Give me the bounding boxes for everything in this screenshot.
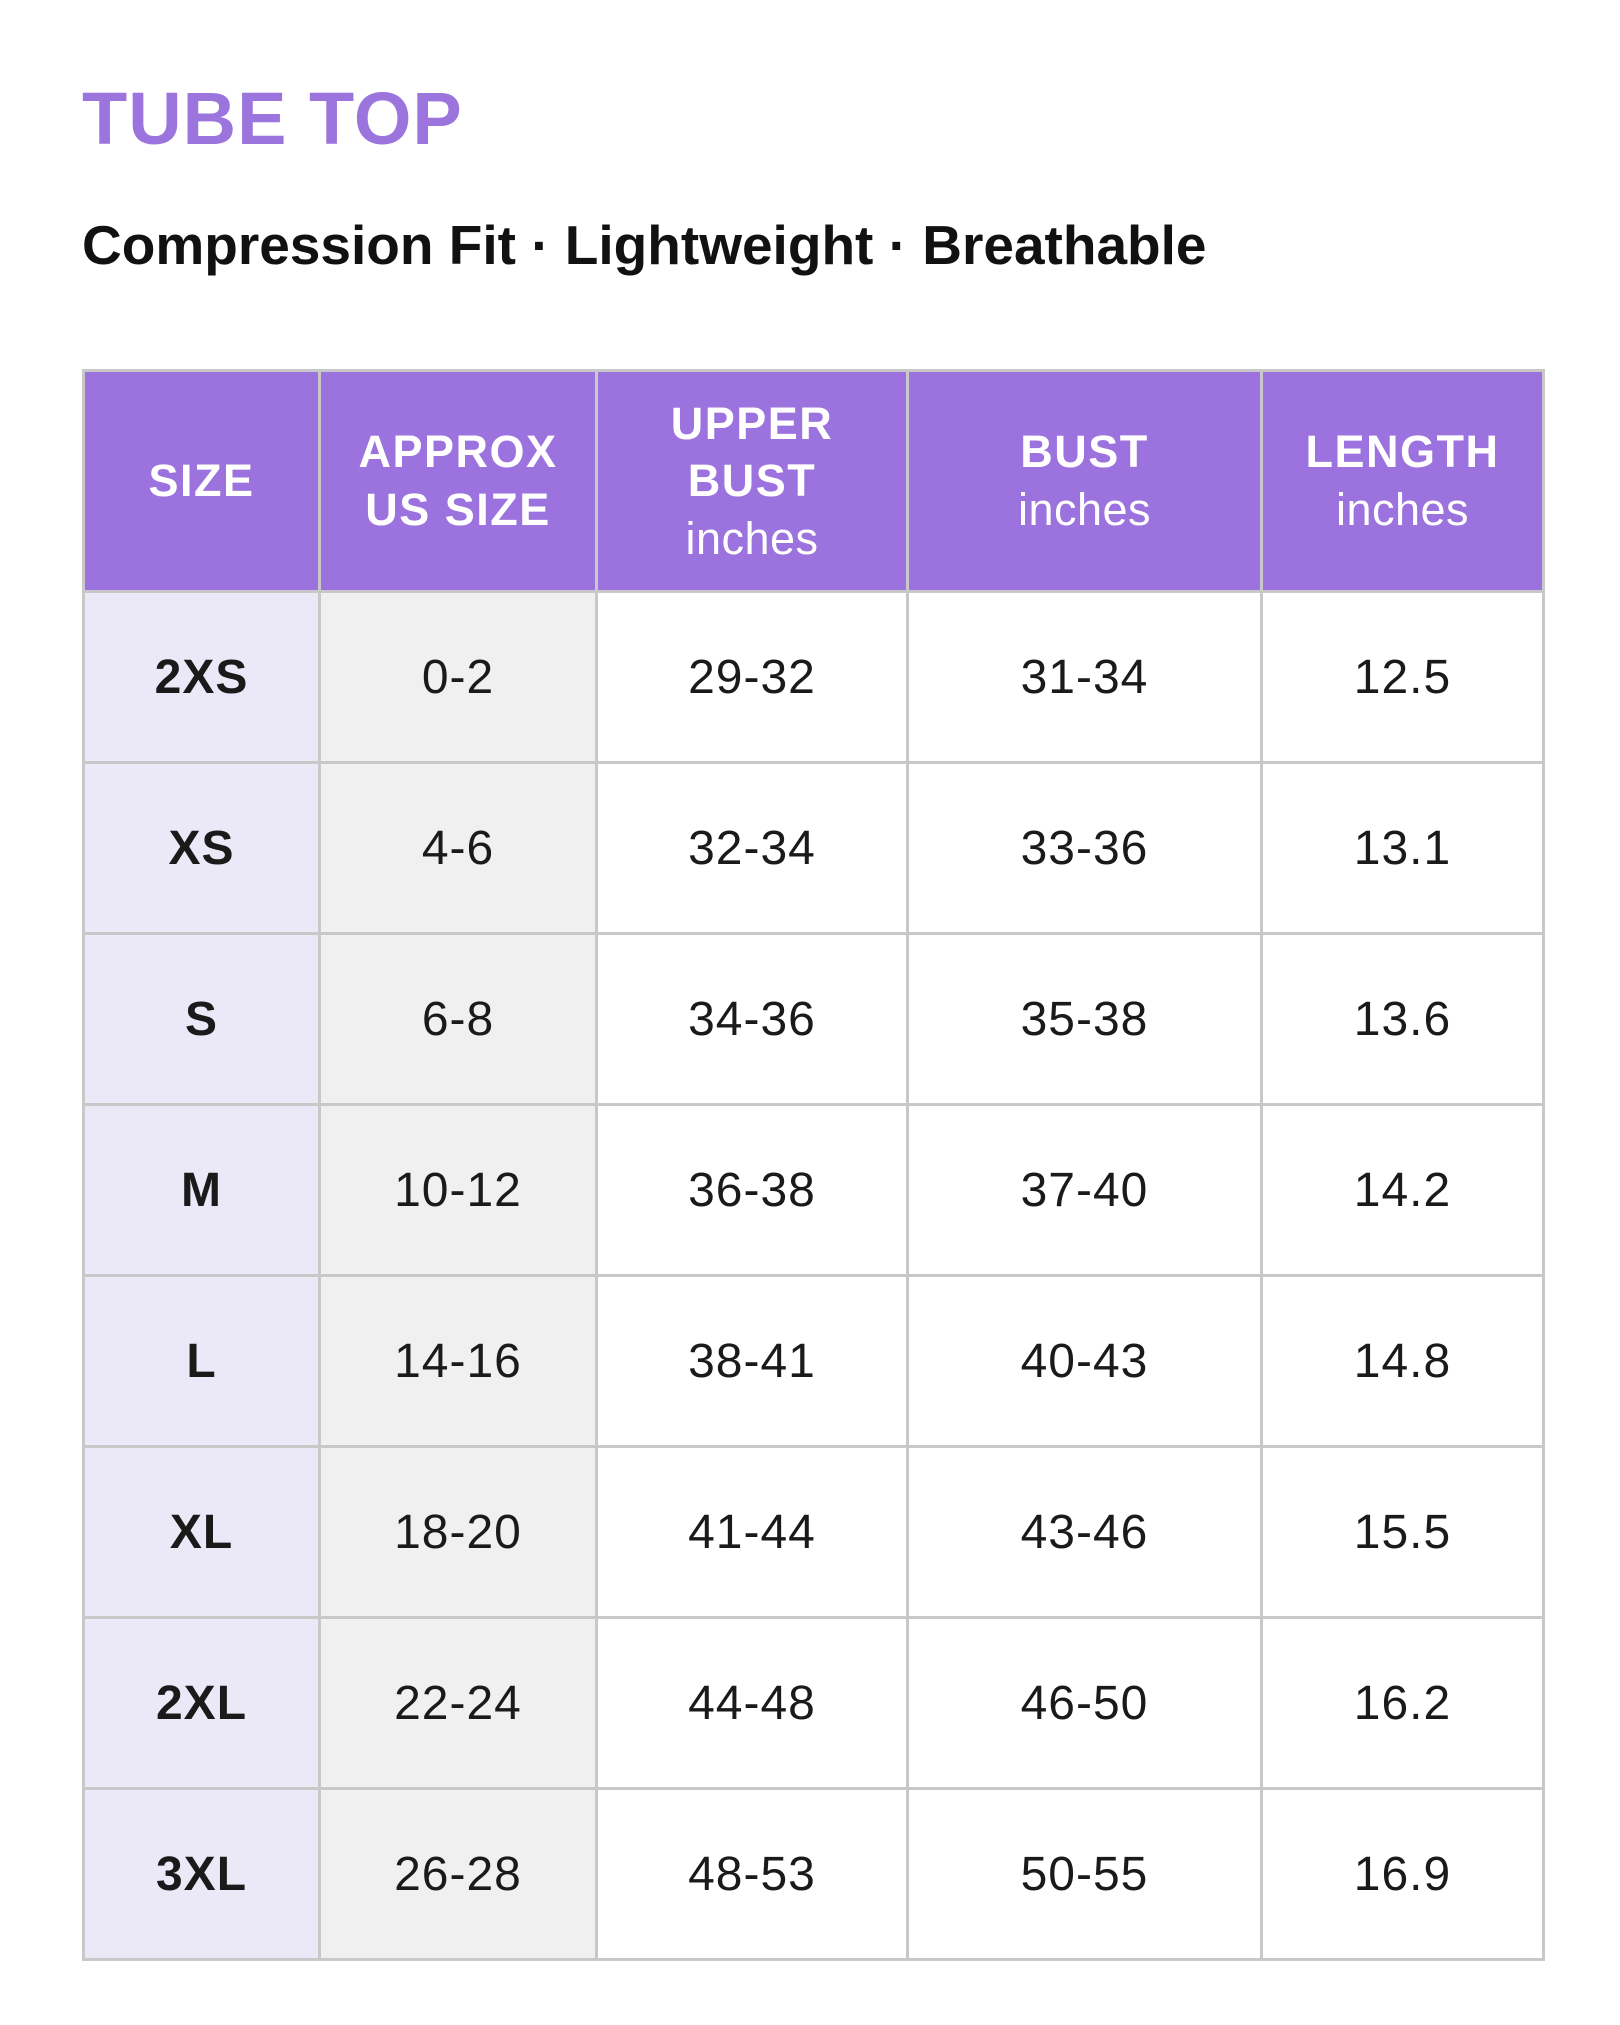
table-cell: S [82, 932, 321, 1106]
table-cell: 14.2 [1260, 1103, 1545, 1277]
column-title: SIZE [148, 455, 255, 507]
table-cell: 22-24 [318, 1616, 598, 1790]
table-cell: 15.5 [1260, 1445, 1545, 1619]
table-cell: 37-40 [906, 1103, 1263, 1277]
table-cell: 14.8 [1260, 1274, 1545, 1448]
column-header: UPPER BUST inches [595, 369, 909, 593]
header-row: SIZE APPROX US SIZE UPPER BUST inches BUST in… [82, 369, 1545, 593]
table-row: XL 18-20 41-44 43-46 15.5 [82, 1445, 1545, 1619]
column-title: UPPER BUST [670, 397, 834, 507]
table-cell: 18-20 [318, 1445, 598, 1619]
table-cell: XS [82, 761, 321, 935]
table-cell: 26-28 [318, 1787, 598, 1961]
column-header: LENGTH inches [1260, 369, 1545, 593]
table-cell: 40-43 [906, 1274, 1263, 1448]
table-cell: 2XS [82, 590, 321, 764]
table-cell: 43-46 [906, 1445, 1263, 1619]
column-title: LENGTH [1305, 426, 1500, 478]
table-cell: 4-6 [318, 761, 598, 935]
table-cell: 16.2 [1260, 1616, 1545, 1790]
table-row: M 10-12 36-38 37-40 14.2 [82, 1103, 1545, 1277]
table-cell: L [82, 1274, 321, 1448]
table-row: 2XS 0-2 29-32 31-34 12.5 [82, 590, 1545, 764]
column-header: SIZE [82, 369, 321, 593]
table-cell: 29-32 [595, 590, 909, 764]
table-row: XS 4-6 32-34 33-36 13.1 [82, 761, 1545, 935]
column-unit: inches [1335, 484, 1470, 535]
column-unit: inches [1017, 484, 1152, 535]
table-cell: 34-36 [595, 932, 909, 1106]
size-table: SIZE APPROX US SIZE UPPER BUST inches BUST in… [82, 369, 1545, 1961]
table-body: 2XS 0-2 29-32 31-34 12.5 XS 4-6 32-34 33-36 13.1 S… [82, 590, 1545, 1961]
table-cell: 13.6 [1260, 932, 1545, 1106]
table-cell: 48-53 [595, 1787, 909, 1961]
table-cell: XL [82, 1445, 321, 1619]
table-cell: 12.5 [1260, 590, 1545, 764]
table-cell: 36-38 [595, 1103, 909, 1277]
table-row: S 6-8 34-36 35-38 13.6 [82, 932, 1545, 1106]
table-cell: 38-41 [595, 1274, 909, 1448]
column-header: APPROX US SIZE [318, 369, 598, 593]
table-cell: 35-38 [906, 932, 1263, 1106]
table-cell: M [82, 1103, 321, 1277]
column-unit: inches [685, 512, 819, 564]
table-cell: 2XL [82, 1616, 321, 1790]
table-cell: 46-50 [906, 1616, 1263, 1790]
table-row: 2XL 22-24 44-48 46-50 16.2 [82, 1616, 1545, 1790]
table-cell: 44-48 [595, 1616, 909, 1790]
title: TUBE TOP [82, 77, 463, 160]
table-cell: 50-55 [906, 1787, 1263, 1961]
table-cell: 32-34 [595, 761, 909, 935]
table-cell: 14-16 [318, 1274, 598, 1448]
table-cell: 0-2 [318, 590, 598, 764]
subtitle: Compression Fit · Lightweight · Breathab… [82, 214, 1207, 276]
table-cell: 33-36 [906, 761, 1263, 935]
column-title: APPROX US SIZE [358, 426, 558, 535]
column-header: BUST inches [906, 369, 1263, 593]
table-cell: 16.9 [1260, 1787, 1545, 1961]
table-cell: 41-44 [595, 1445, 909, 1619]
table-cell: 6-8 [318, 932, 598, 1106]
table-cell: 10-12 [318, 1103, 598, 1277]
table-row: L 14-16 38-41 40-43 14.8 [82, 1274, 1545, 1448]
table-cell: 13.1 [1260, 761, 1545, 935]
column-title: BUST [1020, 426, 1149, 478]
table-cell: 3XL [82, 1787, 321, 1961]
table-cell: 31-34 [906, 590, 1263, 764]
table-row: 3XL 26-28 48-53 50-55 16.9 [82, 1787, 1545, 1961]
